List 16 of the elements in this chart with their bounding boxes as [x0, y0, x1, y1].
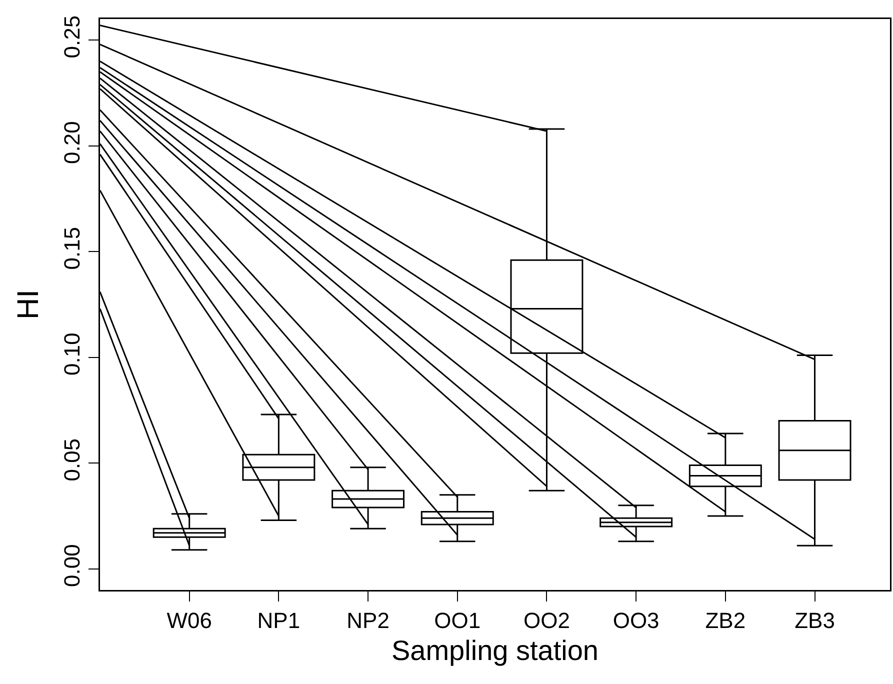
x-tick-label: ZB2	[705, 608, 746, 633]
y-tick-label: 0.20	[60, 121, 85, 164]
x-tick-label: W06	[166, 608, 212, 633]
x-tick-label: NP2	[346, 608, 390, 633]
x-tick-label: ZB3	[794, 608, 835, 633]
x-axis-title: Sampling station	[391, 634, 599, 666]
y-tick-label: 0.25	[60, 15, 85, 58]
y-axis-title: HI	[12, 290, 45, 320]
x-tick-label: OO1	[434, 608, 481, 633]
x-tick-label: OO2	[523, 608, 570, 633]
x-tick-label: NP1	[257, 608, 300, 633]
y-tick-label: 0.15	[60, 226, 85, 270]
y-tick-label: 0.05	[60, 438, 85, 482]
y-tick-label: 0.10	[60, 332, 85, 376]
x-tick-label: OO3	[612, 608, 660, 633]
y-tick-label: 0.00	[60, 544, 85, 587]
